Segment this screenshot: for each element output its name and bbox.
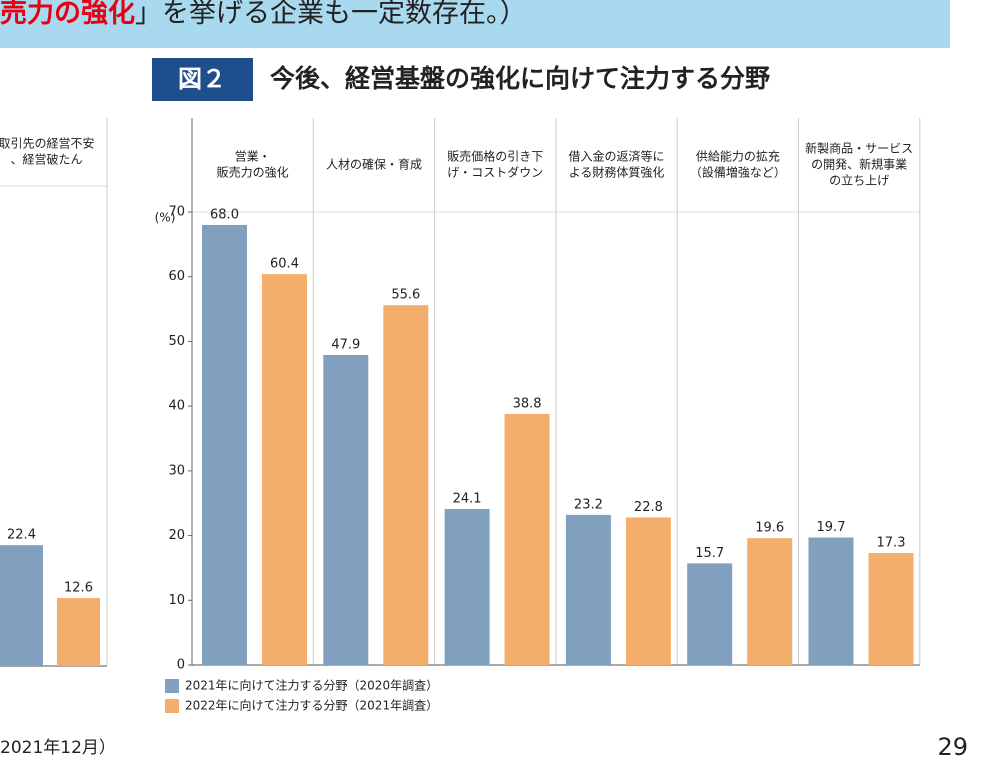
badge xyxy=(152,58,253,101)
bar xyxy=(444,509,490,665)
footer-source: 2021年12月） xyxy=(0,738,116,758)
value-label: 55.6 xyxy=(391,288,420,303)
bar xyxy=(0,545,43,666)
value-label: 12.6 xyxy=(64,581,93,596)
y-tick-label: 10 xyxy=(168,593,185,608)
unit-label: (%) xyxy=(155,211,176,225)
value-label: 22.4 xyxy=(7,528,36,543)
y-tick-label: 60 xyxy=(168,269,185,284)
value-label: 23.2 xyxy=(574,497,603,512)
bar xyxy=(687,563,733,665)
banner-text: 売力の強化」を挙げる企業も一定数存在。） xyxy=(0,0,527,29)
y-tick-label: 20 xyxy=(168,528,185,543)
legend-label: 2021年に向けて注力する分野（2020年調査） xyxy=(185,678,438,693)
y-tick-label: 30 xyxy=(168,463,185,478)
bar xyxy=(747,538,793,665)
category-label: よる財務体質強化 xyxy=(569,165,665,180)
value-label: 15.7 xyxy=(695,546,724,561)
category-label: 人材の確保・育成 xyxy=(326,157,422,172)
category-label: 供給能力の拡充 xyxy=(696,149,780,164)
bar xyxy=(868,553,914,665)
category-label: の立ち上げ xyxy=(829,173,889,188)
y-tick-label: 50 xyxy=(168,334,185,349)
badge-text: 図２ xyxy=(178,65,226,93)
bar xyxy=(808,537,854,665)
bar xyxy=(504,413,550,665)
legend-swatch xyxy=(165,699,179,713)
category-label: 取引先の経営不安 xyxy=(0,136,95,151)
value-label: 24.1 xyxy=(453,492,482,507)
bar xyxy=(57,598,100,666)
value-label: 19.6 xyxy=(755,521,784,536)
bar xyxy=(202,224,247,665)
y-tick-label: 40 xyxy=(168,399,185,414)
chart-title: 今後、経営基盤の強化に向けて注力する分野 xyxy=(270,64,770,93)
bar xyxy=(262,274,307,665)
legend-swatch xyxy=(165,679,179,693)
bar xyxy=(323,355,369,665)
value-label: 38.8 xyxy=(513,396,542,411)
value-label: 60.4 xyxy=(270,257,299,272)
value-label: 47.9 xyxy=(331,338,360,353)
banner xyxy=(0,0,950,48)
category-label: 営業・ xyxy=(235,150,271,164)
category-label: （設備増強など） xyxy=(690,165,786,180)
bar xyxy=(625,517,671,665)
value-label: 17.3 xyxy=(877,536,906,551)
category-label: げ・コストダウン xyxy=(447,165,543,180)
bar xyxy=(565,514,611,665)
category-label: 販売力の強化 xyxy=(217,165,289,180)
page-number: 29 xyxy=(937,733,968,761)
category-label: の開発、新規事業 xyxy=(811,157,907,172)
banner-rest: 」を挙げる企業も一定数存在。） xyxy=(135,0,527,29)
category-label: 、経営破たん xyxy=(10,152,82,167)
y-tick-label: 70 xyxy=(168,205,185,220)
category-label: 借入金の返済等に xyxy=(569,149,665,164)
value-label: 68.0 xyxy=(210,207,239,222)
category-label: 新製商品・サービス xyxy=(805,141,913,156)
value-label: 19.7 xyxy=(817,520,846,535)
value-label: 22.8 xyxy=(634,500,663,515)
y-tick-label: 0 xyxy=(177,658,185,673)
category-label: 販売価格の引き下 xyxy=(447,149,543,164)
legend-label: 2022年に向けて注力する分野（2021年調査） xyxy=(185,698,438,713)
bar xyxy=(383,305,429,665)
banner-highlight: 売力の強化 xyxy=(0,0,135,29)
